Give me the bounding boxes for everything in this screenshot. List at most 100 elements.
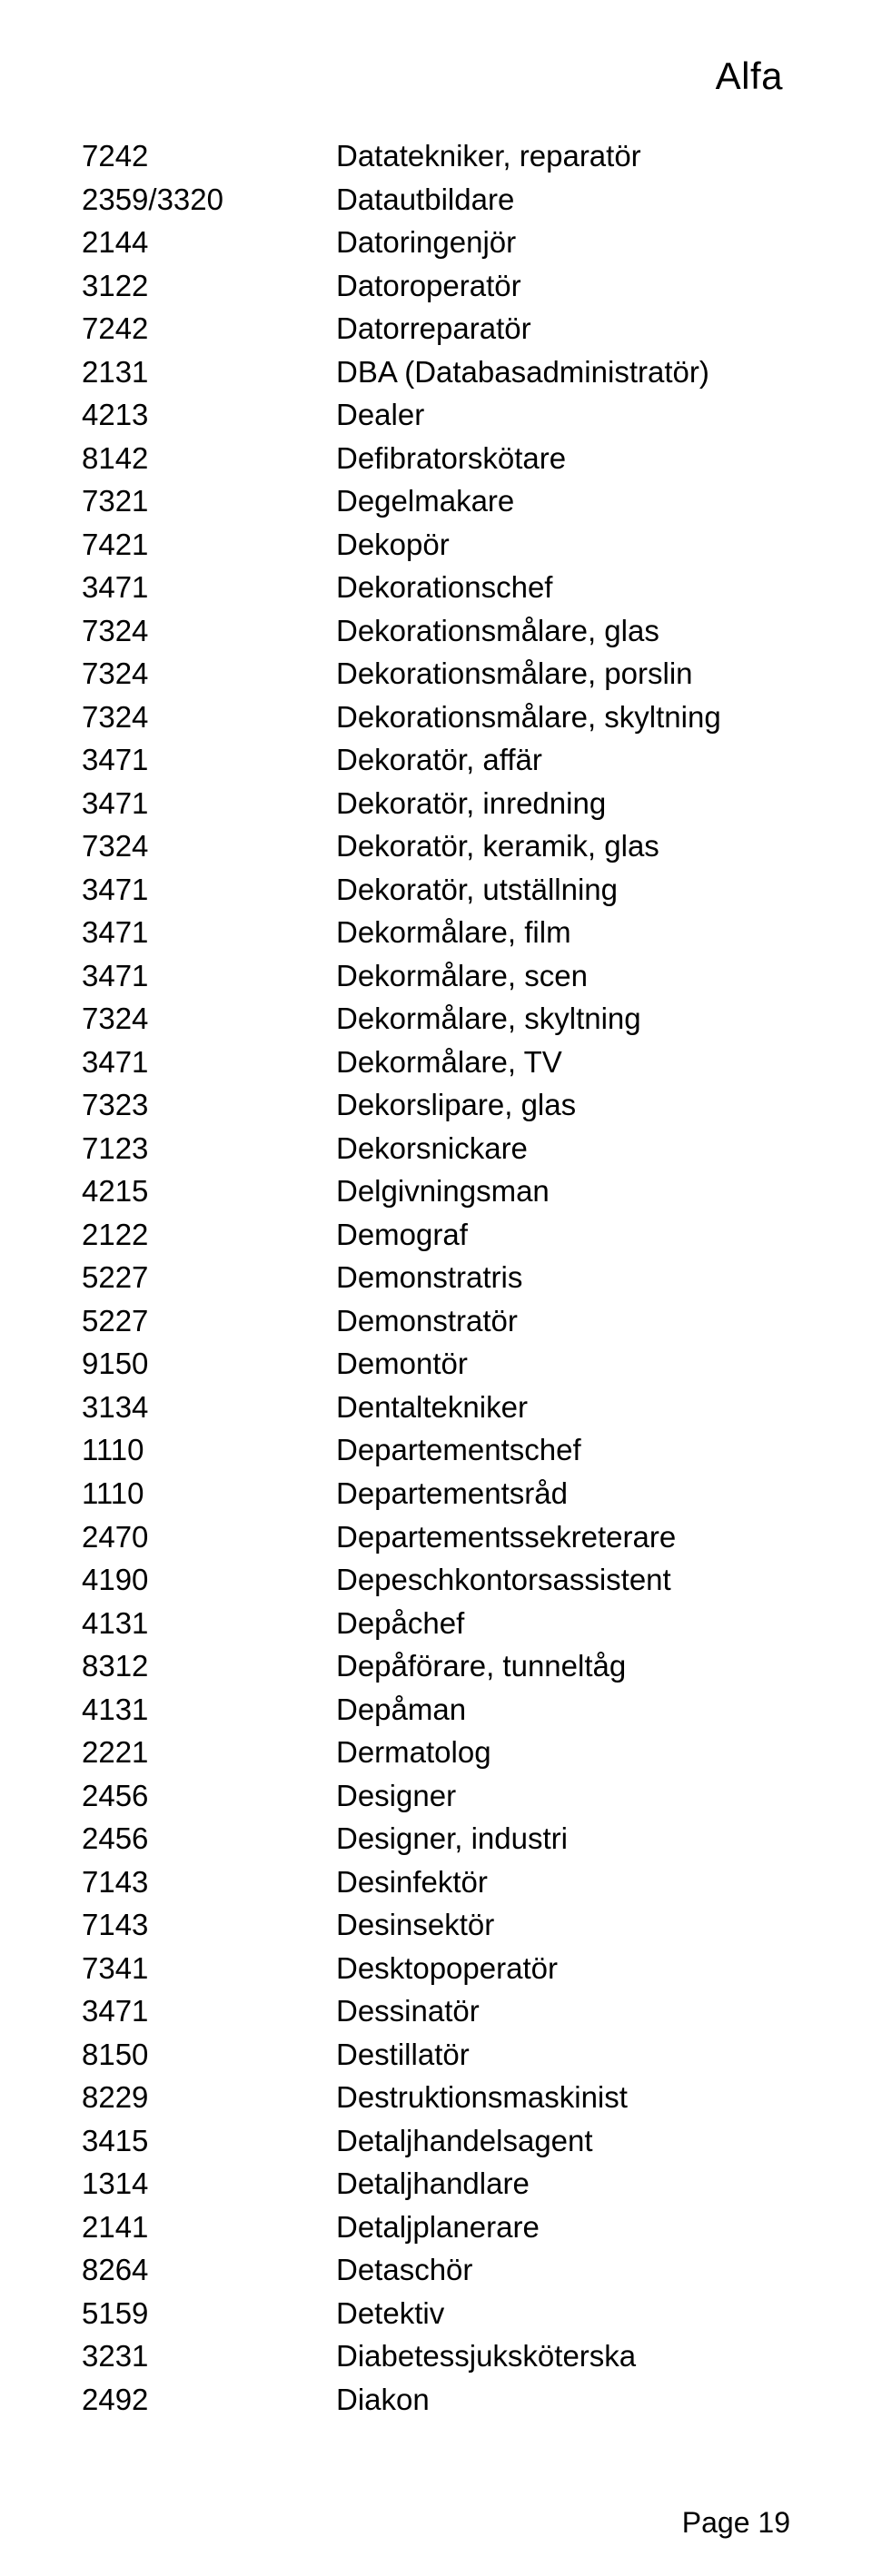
occupation-name: Dekorsnickare bbox=[336, 1127, 790, 1170]
occupation-name: Detaschör bbox=[336, 2248, 790, 2292]
list-row: 7324Dekorationsmålare, skyltning bbox=[82, 696, 790, 739]
list-row: 4131Depåchef bbox=[82, 1602, 790, 1645]
occupation-name: Diabetessjuksköterska bbox=[336, 2334, 790, 2378]
occupation-code: 3471 bbox=[82, 954, 336, 998]
occupation-name: Desktopoperatör bbox=[336, 1947, 790, 1990]
occupation-code: 7324 bbox=[82, 609, 336, 653]
list-row: 1110Departementschef bbox=[82, 1428, 790, 1472]
occupation-name: Demonstratris bbox=[336, 1256, 790, 1299]
occupation-code: 2144 bbox=[82, 221, 336, 264]
occupation-code: 4131 bbox=[82, 1602, 336, 1645]
list-row: 7242Datorreparatör bbox=[82, 307, 790, 350]
list-row: 2122Demograf bbox=[82, 1213, 790, 1257]
occupation-code: 5227 bbox=[82, 1299, 336, 1343]
occupation-name: Detektiv bbox=[336, 2292, 790, 2335]
page: Alfa 7242Datatekniker, reparatör2359/332… bbox=[0, 0, 872, 2576]
occupation-code: 8150 bbox=[82, 2033, 336, 2077]
list-row: 3471Dekorationschef bbox=[82, 566, 790, 609]
occupation-name: Depåförare, tunneltåg bbox=[336, 1644, 790, 1688]
occupation-code: 3415 bbox=[82, 2119, 336, 2163]
list-row: 2456Designer bbox=[82, 1774, 790, 1818]
list-row: 3231Diabetessjuksköterska bbox=[82, 2334, 790, 2378]
occupation-name: Detaljhandlare bbox=[336, 2162, 790, 2206]
occupation-name: Demonstratör bbox=[336, 1299, 790, 1343]
list-row: 3415Detaljhandelsagent bbox=[82, 2119, 790, 2163]
list-row: 7143Desinfektör bbox=[82, 1860, 790, 1904]
occupation-name: Dessinatör bbox=[336, 1989, 790, 2033]
list-row: 8142Defibratorskötare bbox=[82, 437, 790, 480]
occupation-code: 2456 bbox=[82, 1817, 336, 1860]
occupation-name: Demontör bbox=[336, 1342, 790, 1386]
list-row: 7341Desktopoperatör bbox=[82, 1947, 790, 1990]
occupation-code: 7324 bbox=[82, 824, 336, 868]
list-row: 4213Dealer bbox=[82, 393, 790, 437]
list-row: 3471Dekormålare, TV bbox=[82, 1041, 790, 1084]
occupation-name: Dekormålare, TV bbox=[336, 1041, 790, 1084]
list-row: 2470Departementssekreterare bbox=[82, 1515, 790, 1559]
occupation-name: Departementssekreterare bbox=[336, 1515, 790, 1559]
occupation-name: Destruktionsmaskinist bbox=[336, 2076, 790, 2119]
occupation-name: Dealer bbox=[336, 393, 790, 437]
list-row: 5227Demonstratör bbox=[82, 1299, 790, 1343]
occupation-name: Delgivningsman bbox=[336, 1170, 790, 1213]
list-row: 7323Dekorslipare, glas bbox=[82, 1083, 790, 1127]
occupation-code: 2470 bbox=[82, 1515, 336, 1559]
occupation-name: Defibratorskötare bbox=[336, 437, 790, 480]
occupation-name: Dekoratör, affär bbox=[336, 738, 790, 782]
occupation-code: 7143 bbox=[82, 1860, 336, 1904]
occupation-code: 8264 bbox=[82, 2248, 336, 2292]
occupation-code: 3231 bbox=[82, 2334, 336, 2378]
list-row: 5227Demonstratris bbox=[82, 1256, 790, 1299]
list-row: 1314Detaljhandlare bbox=[82, 2162, 790, 2206]
list-row: 8312Depåförare, tunneltåg bbox=[82, 1644, 790, 1688]
list-row: 3122Datoroperatör bbox=[82, 264, 790, 308]
list-row: 7143Desinsektör bbox=[82, 1903, 790, 1947]
list-row: 4131Depåman bbox=[82, 1688, 790, 1732]
occupation-name: Detaljplanerare bbox=[336, 2206, 790, 2249]
list-row: 2456Designer, industri bbox=[82, 1817, 790, 1860]
occupation-list: 7242Datatekniker, reparatör2359/3320Data… bbox=[82, 134, 790, 2421]
occupation-name: Diakon bbox=[336, 2378, 790, 2422]
occupation-code: 2456 bbox=[82, 1774, 336, 1818]
occupation-code: 2221 bbox=[82, 1731, 336, 1774]
occupation-name: Datautbildare bbox=[336, 178, 790, 222]
occupation-name: Dekoratör, utställning bbox=[336, 868, 790, 912]
occupation-name: Destillatör bbox=[336, 2033, 790, 2077]
occupation-code: 7143 bbox=[82, 1903, 336, 1947]
occupation-code: 7324 bbox=[82, 696, 336, 739]
occupation-name: DBA (Databasadministratör) bbox=[336, 350, 790, 394]
occupation-name: Dekormålare, scen bbox=[336, 954, 790, 998]
occupation-name: Dermatolog bbox=[336, 1731, 790, 1774]
list-row: 7242Datatekniker, reparatör bbox=[82, 134, 790, 178]
occupation-code: 2359/3320 bbox=[82, 178, 336, 222]
occupation-code: 2131 bbox=[82, 350, 336, 394]
occupation-name: Datoringenjör bbox=[336, 221, 790, 264]
occupation-name: Designer, industri bbox=[336, 1817, 790, 1860]
occupation-name: Dekorslipare, glas bbox=[336, 1083, 790, 1127]
occupation-name: Dekoratör, keramik, glas bbox=[336, 824, 790, 868]
occupation-code: 1110 bbox=[82, 1472, 336, 1515]
list-row: 1110Departementsråd bbox=[82, 1472, 790, 1515]
occupation-code: 7324 bbox=[82, 652, 336, 696]
occupation-code: 7242 bbox=[82, 307, 336, 350]
occupation-name: Designer bbox=[336, 1774, 790, 1818]
list-row: 3471Dessinatör bbox=[82, 1989, 790, 2033]
occupation-code: 4215 bbox=[82, 1170, 336, 1213]
list-row: 8150Destillatör bbox=[82, 2033, 790, 2077]
occupation-code: 3134 bbox=[82, 1386, 336, 1429]
occupation-code: 7321 bbox=[82, 479, 336, 523]
occupation-name: Desinfektör bbox=[336, 1860, 790, 1904]
occupation-code: 7123 bbox=[82, 1127, 336, 1170]
list-row: 3134Dentaltekniker bbox=[82, 1386, 790, 1429]
occupation-name: Dekormålare, skyltning bbox=[336, 997, 790, 1041]
occupation-name: Desinsektör bbox=[336, 1903, 790, 1947]
page-header-title: Alfa bbox=[82, 54, 790, 98]
occupation-name: Demograf bbox=[336, 1213, 790, 1257]
occupation-name: Dekorationsmålare, glas bbox=[336, 609, 790, 653]
occupation-name: Degelmakare bbox=[336, 479, 790, 523]
list-row: 4190Depeschkontorsassistent bbox=[82, 1558, 790, 1602]
list-row: 7421Dekopör bbox=[82, 523, 790, 567]
occupation-name: Departementsråd bbox=[336, 1472, 790, 1515]
occupation-name: Dekoratör, inredning bbox=[336, 782, 790, 825]
occupation-name: Datoroperatör bbox=[336, 264, 790, 308]
